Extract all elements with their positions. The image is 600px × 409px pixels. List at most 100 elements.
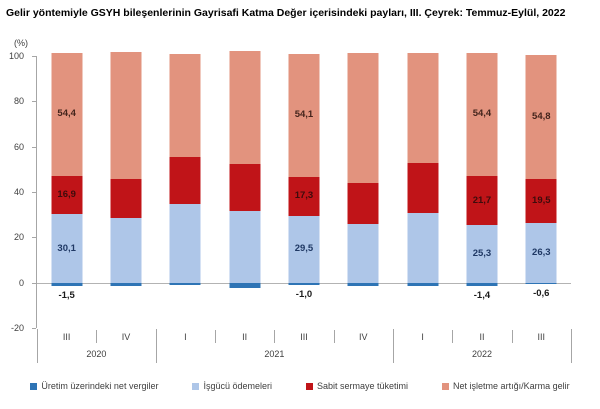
segment-operating-surplus — [407, 53, 439, 163]
x-axis-separator — [155, 329, 157, 363]
bar-group-2021-III: 29,5 17,3 54,1 -1,0 — [274, 53, 333, 328]
bar-group-2021-II — [215, 50, 274, 328]
legend-label: Net işletme artığı/Karma gelir — [453, 381, 570, 391]
segment-fixed-capital-consumption — [466, 176, 498, 226]
x-axis-separator — [274, 330, 276, 343]
bar-group-2020-III: 30,1 16,9 54,4 -1,5 — [37, 52, 96, 328]
legend: Üretim üzerindeki net vergiler İşgücü öde… — [0, 381, 600, 391]
x-axis-separator — [571, 329, 572, 363]
value-label: -1,4 — [473, 289, 491, 301]
y-tick-label: 60 — [13, 141, 24, 152]
segment-operating-surplus — [51, 52, 83, 177]
segment-net-taxes — [525, 282, 557, 285]
value-label: -0,6 — [533, 288, 550, 300]
y-axis-unit-label: (%) — [14, 38, 28, 48]
value-label: 29,5 — [294, 243, 314, 255]
x-axis-quarter-row: III IV I II III IV I II III — [37, 329, 571, 346]
x-axis-separator — [333, 330, 335, 343]
segment-operating-surplus — [110, 52, 142, 179]
segment-operating-surplus — [288, 53, 320, 177]
x-axis-separator — [452, 330, 454, 343]
segment-labour-payments — [466, 225, 498, 283]
value-label: -1,5 — [58, 290, 75, 302]
y-axis-labels: 100 80 60 40 20 0 -20 — [0, 51, 36, 333]
bar-group-2022-III: 26,3 19,5 54,8 -0,6 — [512, 54, 571, 328]
y-tick-mark — [32, 56, 36, 57]
y-tick-label: 100 — [8, 51, 24, 61]
value-label: 30,1 — [57, 242, 76, 254]
y-tick-mark — [32, 237, 36, 239]
segment-labour-payments — [110, 218, 142, 283]
segment-fixed-capital-consumption — [407, 162, 439, 214]
value-label: 26,3 — [532, 246, 551, 258]
segment-operating-surplus — [229, 50, 261, 164]
x-axis-separator — [511, 330, 513, 343]
segment-net-taxes — [110, 282, 142, 287]
segment-operating-surplus — [169, 53, 201, 157]
x-year-label: 2021 — [264, 349, 285, 359]
x-year-label: 2022 — [471, 349, 493, 359]
y-tick-mark — [32, 328, 36, 329]
x-quarter-label: II — [242, 332, 248, 342]
bar-group-2021-IV — [334, 52, 393, 328]
value-label: 54,4 — [472, 108, 492, 120]
legend-label: Üretim üzerindeki net vergiler — [41, 381, 159, 391]
y-tick-label: 80 — [13, 96, 24, 107]
legend-item: Net işletme artığı/Karma gelir — [442, 381, 570, 391]
y-tick-label: 40 — [13, 187, 24, 197]
segment-labour-payments — [229, 211, 261, 283]
segment-labour-payments — [51, 214, 83, 283]
value-label: 54,4 — [57, 108, 76, 120]
legend-marker — [442, 382, 450, 390]
bar-group-2022-II: 25,3 21,7 54,4 -1,4 — [452, 52, 511, 328]
y-tick-label: -20 — [10, 323, 24, 333]
segment-fixed-capital-consumption — [110, 178, 142, 219]
segment-net-taxes — [466, 282, 498, 286]
segment-fixed-capital-consumption — [169, 156, 201, 205]
x-quarter-label: I — [421, 332, 424, 342]
segment-fixed-capital-consumption — [525, 178, 557, 224]
bar-group-2021-I — [156, 53, 215, 328]
y-tick-mark — [32, 146, 36, 148]
segment-net-taxes — [169, 282, 201, 285]
x-axis-separator — [215, 330, 216, 343]
segment-labour-payments — [169, 204, 201, 283]
y-axis-line — [36, 56, 37, 328]
x-quarter-label: I — [184, 332, 187, 342]
segment-fixed-capital-consumption — [51, 176, 83, 215]
x-axis-separator — [393, 329, 394, 363]
x-quarter-label: III — [537, 332, 546, 342]
segment-labour-payments — [347, 224, 379, 283]
segment-operating-surplus — [347, 52, 379, 183]
segment-operating-surplus — [525, 54, 557, 179]
legend-label: İşgücü ödemeleri — [203, 381, 272, 391]
value-label: 54,1 — [294, 109, 314, 121]
x-axis: III IV I II III IV I II III 2020 2021 2022 — [37, 329, 572, 365]
segment-fixed-capital-consumption — [229, 163, 261, 212]
bar-group-2020-IV — [96, 52, 155, 328]
x-quarter-label: III — [300, 332, 308, 342]
x-axis-separator — [96, 330, 98, 343]
value-label: -1,0 — [295, 288, 313, 300]
x-axis-year-row: 2020 2021 2022 — [37, 346, 571, 363]
y-tick-label: 0 — [18, 277, 24, 288]
segment-labour-payments — [288, 215, 320, 283]
y-tick-mark — [32, 282, 36, 284]
x-axis-separator — [37, 329, 38, 363]
segment-labour-payments — [407, 213, 439, 283]
legend-marker — [192, 382, 200, 390]
legend-marker — [30, 382, 38, 390]
y-tick-mark — [32, 101, 36, 103]
value-label: 17,3 — [294, 190, 314, 202]
segment-operating-surplus — [466, 52, 498, 177]
plot-area: 30,1 16,9 54,4 -1,5 29,5 17,3 54,1 -1,0 25,3 21,7… — [37, 50, 571, 328]
chart-title: Gelir yöntemiyle GSYH bileşenlerinin Gay… — [6, 7, 566, 19]
value-label: 19,5 — [532, 194, 551, 206]
x-quarter-label: II — [479, 332, 485, 342]
x-quarter-label: III — [62, 332, 71, 342]
segment-fixed-capital-consumption — [288, 176, 320, 216]
segment-net-taxes — [407, 282, 439, 286]
x-quarter-label: IV — [121, 332, 131, 342]
value-label: 21,7 — [472, 194, 492, 206]
y-tick-label: 20 — [13, 232, 24, 243]
